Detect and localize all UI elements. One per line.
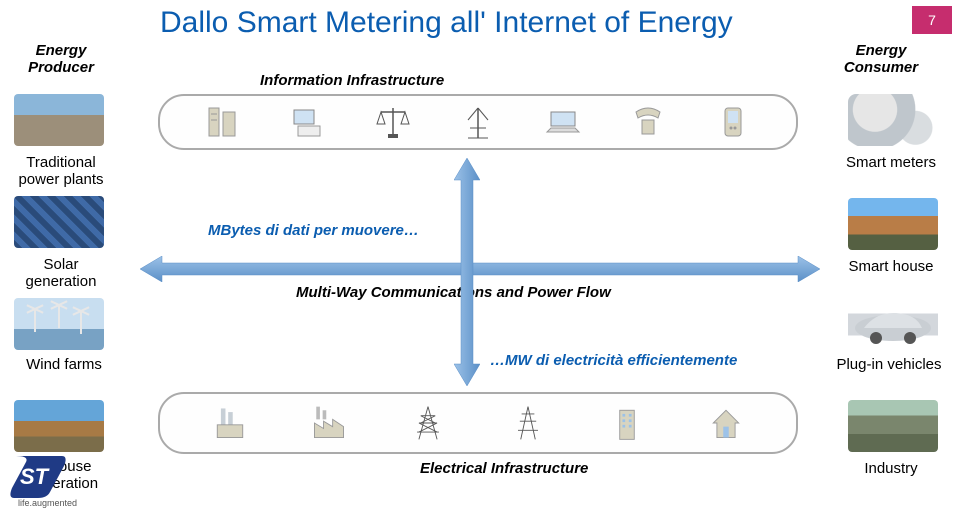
- thumb-smart-house: [848, 198, 938, 250]
- plant-tower-icon: [207, 403, 253, 443]
- handset-icon: [625, 102, 671, 142]
- elec-infra-box: [158, 392, 798, 454]
- vertical-arrow: [454, 158, 480, 386]
- label-smart-meters: Smart meters: [836, 154, 946, 171]
- thumb-power-plant: [14, 94, 104, 146]
- info-infra-box: [158, 94, 798, 150]
- horizontal-arrow: [140, 256, 820, 282]
- laptop-icon: [540, 102, 586, 142]
- thumb-car: [848, 298, 938, 350]
- thumb-smart-meter: [848, 94, 938, 146]
- page-title: Dallo Smart Metering all' Internet of En…: [160, 6, 733, 40]
- svg-text:ST: ST: [20, 464, 50, 489]
- thumb-solar: [14, 196, 104, 248]
- pylon-icon: [405, 403, 451, 443]
- label-wind: Wind farms: [14, 356, 114, 373]
- st-logo: ST: [10, 444, 68, 502]
- label-industry: Industry: [836, 460, 946, 477]
- label-elec-infra: Electrical Infrastructure: [420, 460, 588, 477]
- label-info-infrastructure: Information Infrastructure: [260, 72, 444, 89]
- label-traditional-plants: Traditionalpower plants: [6, 154, 116, 189]
- thumb-industry: [848, 400, 938, 452]
- pda-icon: [710, 102, 756, 142]
- label-mw-elec: …MW di electricità efficientemente: [490, 352, 737, 369]
- house-icon: [703, 403, 749, 443]
- label-smart-house: Smart house: [836, 258, 946, 275]
- label-energy-consumer: EnergyConsumer: [826, 42, 936, 77]
- building-icon: [604, 403, 650, 443]
- page-number-badge: 7: [912, 6, 952, 34]
- logo-tagline: life.augmented: [18, 498, 77, 508]
- label-energy-producer: EnergyProducer: [6, 42, 116, 77]
- label-mbytes: MBytes di dati per muovere…: [208, 222, 419, 239]
- factory-icon: [306, 403, 352, 443]
- label-plugin: Plug-in vehicles: [824, 356, 954, 373]
- antenna-icon: [455, 102, 501, 142]
- thumb-wind: [14, 298, 104, 350]
- label-solar: Solargeneration: [6, 256, 116, 291]
- pylon-icon-2: [505, 403, 551, 443]
- scale-icon: [370, 102, 416, 142]
- server-icon: [200, 102, 246, 142]
- pc-icon: [285, 102, 331, 142]
